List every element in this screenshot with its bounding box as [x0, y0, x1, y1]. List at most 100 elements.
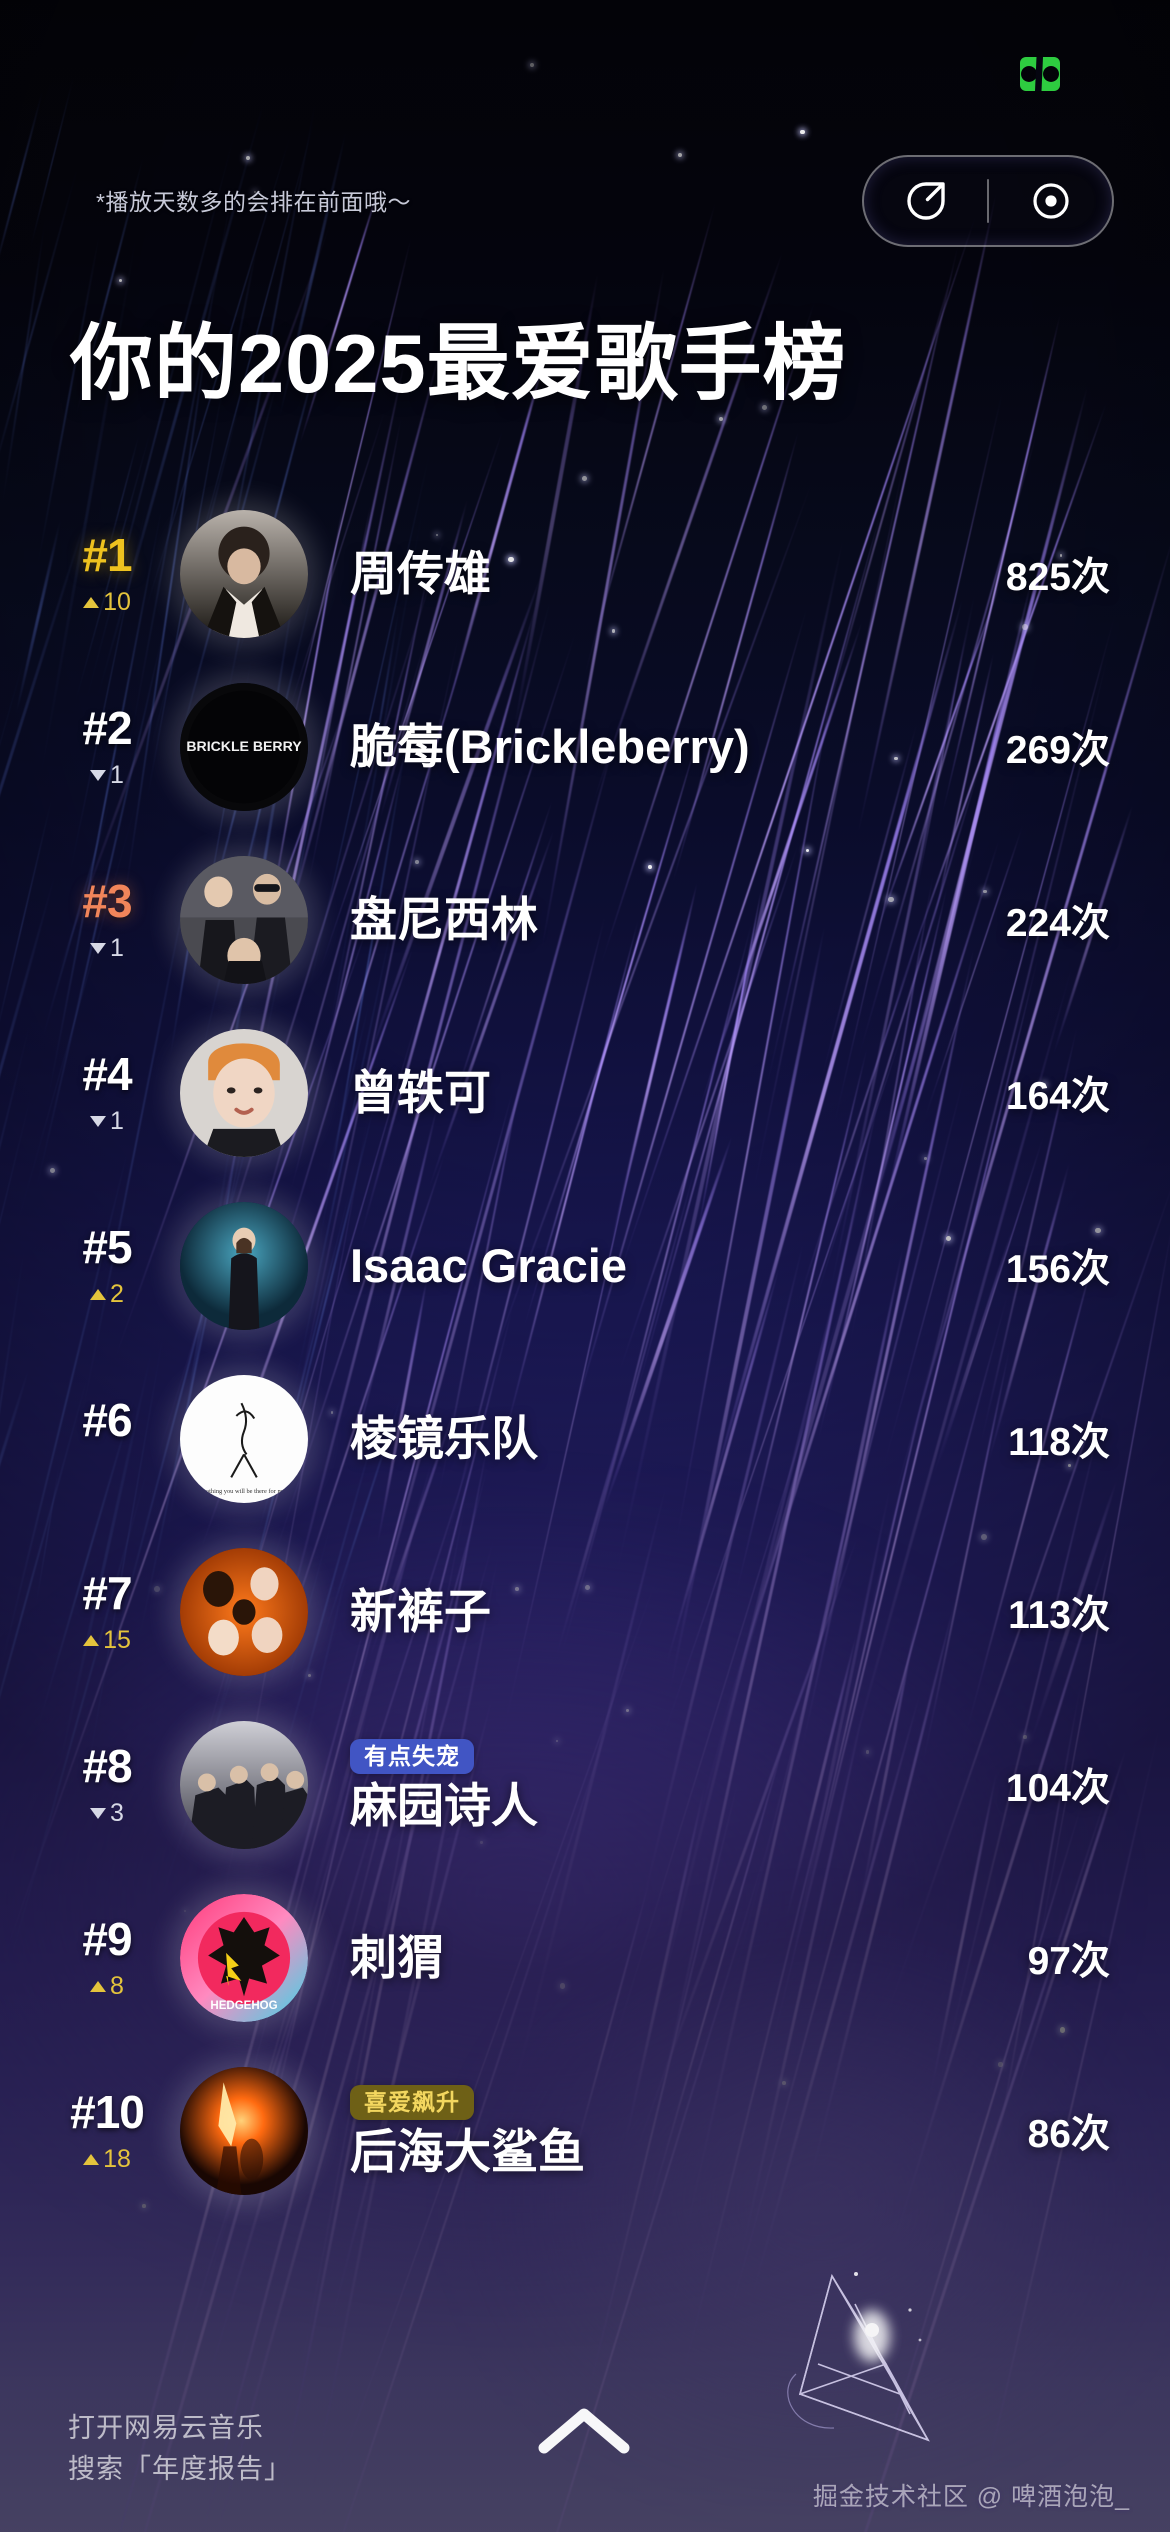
avatar[interactable] — [180, 2066, 308, 2195]
avatar[interactable]: BRICKLE BERRY — [180, 682, 308, 811]
avatar-mayuan-poet — [180, 1720, 308, 1849]
table-row[interactable]: #7 15 新裤子 113次 — [0, 1525, 1170, 1698]
avatar[interactable] — [180, 1028, 308, 1157]
table-row[interactable]: #10 18 喜爱飙升 后海大鲨鱼 86次 — [0, 2044, 1170, 2217]
rank-change-indicator: 15 — [83, 1627, 131, 1653]
rank-number: #8 — [82, 1740, 132, 1792]
rank-column: #5 2 — [48, 1224, 166, 1307]
record-dot-icon — [1032, 183, 1069, 219]
triangle-up-icon — [83, 2153, 100, 2165]
avatar-hedgehog: HEDGEHOG — [180, 1893, 308, 2022]
table-row[interactable]: #4 1 曾轶可 164次 — [0, 1006, 1170, 1179]
play-count: 269次 — [1005, 728, 1110, 772]
avatar[interactable] — [180, 1201, 308, 1330]
play-count: 104次 — [1005, 1766, 1110, 1810]
rank-number: #5 — [82, 1221, 132, 1273]
artist-name: 刺猬 — [350, 1930, 444, 1984]
rank-change-indicator: 18 — [83, 2146, 131, 2172]
rank-column: #8 3 — [48, 1743, 166, 1826]
artist-name: 脆莓(Brickleberry) — [350, 719, 750, 773]
rank-change-value: 10 — [103, 587, 131, 616]
avatar-prism-band: nothing you will be there for me — [180, 1374, 308, 1503]
chevron-up-icon[interactable] — [534, 2400, 634, 2462]
play-count: 97次 — [1027, 1939, 1110, 1983]
table-row[interactable]: #9 8 HEDGEHOG 刺猬 97次 — [0, 1871, 1170, 2044]
rank-number: #7 — [82, 1567, 132, 1619]
artist-name: 后海大鲨鱼 — [350, 2124, 585, 2178]
rank-change-indicator: 3 — [90, 1800, 124, 1826]
avatar-brickle-berry: BRICKLE BERRY — [180, 682, 308, 811]
avatar[interactable] — [180, 855, 308, 984]
svg-text:HEDGEHOG: HEDGEHOG — [210, 2000, 277, 2012]
play-count: 156次 — [1005, 1247, 1110, 1291]
triangle-down-icon — [90, 942, 107, 954]
play-count: 825次 — [1005, 555, 1110, 599]
share-arrow-icon — [906, 182, 945, 220]
record-button[interactable] — [989, 157, 1112, 245]
play-count: 118次 — [1008, 1420, 1110, 1464]
table-row[interactable]: #3 1 盘尼西林 224次 — [0, 833, 1170, 1006]
table-row[interactable]: #1 10 周传雄 825次 — [0, 487, 1170, 660]
artist-info: Isaac Gracie — [350, 1240, 960, 1290]
artist-info: 刺猬 — [350, 1930, 960, 1984]
table-row[interactable]: #2 1 BRICKLE BERRY 脆莓(Brickleberry) 269次 — [0, 660, 1170, 833]
footer-cta: 打开网易云音乐 搜索「年度报告」 — [68, 2408, 292, 2489]
rank-number: #2 — [82, 702, 132, 754]
svg-text:BRICKLE BERRY: BRICKLE BERRY — [186, 737, 302, 753]
artist-info: 脆莓(Brickleberry) — [350, 719, 960, 773]
artist-info: 盘尼西林 — [350, 894, 960, 944]
artist-ranking-list: #1 10 周传雄 825次 #2 1 BRICKLE BERRY 脆莓(Brickleber… — [0, 487, 1170, 2217]
avatar-zeng-yike — [180, 1028, 308, 1157]
artist-info: 新裤子 — [350, 1586, 960, 1636]
rank-change-value: 3 — [110, 1798, 124, 1827]
play-count: 164次 — [1005, 1074, 1110, 1118]
artist-info: 有点失宠 麻园诗人 — [350, 1738, 960, 1830]
artist-info: 曾轶可 — [350, 1065, 960, 1119]
rank-change-indicator: 1 — [90, 762, 124, 788]
crystal-star-icon — [760, 2244, 990, 2474]
rank-change-value: 18 — [103, 2144, 131, 2173]
status-badge: 喜爱飙升 — [350, 2084, 474, 2120]
rank-number: #3 — [82, 875, 132, 927]
artist-name: 曾轶可 — [350, 1065, 491, 1119]
avatar[interactable] — [180, 1547, 308, 1676]
artist-info: 喜爱飙升 后海大鲨鱼 — [350, 2084, 960, 2178]
wechat-icon[interactable] — [1016, 57, 1064, 91]
rank-column: #4 1 — [48, 1051, 166, 1134]
rank-change-value: 1 — [110, 1106, 124, 1135]
rank-change-indicator: 8 — [90, 1973, 124, 1999]
share-button[interactable] — [864, 157, 987, 245]
footer-cta-line1: 打开网易云音乐 — [68, 2413, 264, 2443]
artist-info: 周传雄 — [350, 548, 960, 598]
play-count: 86次 — [1027, 2112, 1110, 2156]
rank-column: #3 1 — [48, 878, 166, 961]
rank-column: #9 8 — [48, 1916, 166, 1999]
rank-number: #6 — [82, 1394, 132, 1446]
avatar[interactable] — [180, 1720, 308, 1849]
rank-change-value: 15 — [103, 1625, 131, 1654]
svg-text:nothing you will be there for: nothing you will be there for me — [203, 1487, 286, 1494]
rank-change-indicator: 1 — [90, 1108, 124, 1134]
action-pill — [862, 155, 1114, 247]
triangle-up-icon — [83, 1634, 100, 1646]
avatar[interactable]: HEDGEHOG — [180, 1893, 308, 2022]
table-row[interactable]: #6 nothing you will be there for me 棱镜乐队 11… — [0, 1352, 1170, 1525]
rank-number: #10 — [70, 2086, 145, 2138]
watermark: 掘金技术社区 @ 啤酒泡泡_ — [812, 2483, 1130, 2511]
avatar-penicillin — [180, 855, 308, 984]
table-row[interactable]: #5 2 Isaac Gracie 156次 — [0, 1179, 1170, 1352]
rank-column: #7 15 — [48, 1570, 166, 1653]
rank-column: #10 18 — [48, 2089, 166, 2172]
triangle-down-icon — [90, 1807, 107, 1819]
avatar[interactable]: nothing you will be there for me — [180, 1374, 308, 1503]
footer-cta-line2: 搜索「年度报告」 — [68, 2453, 292, 2484]
triangle-down-icon — [90, 769, 107, 781]
avatar[interactable] — [180, 509, 308, 638]
table-row[interactable]: #8 3 有点失宠 麻园诗人 104次 — [0, 1698, 1170, 1871]
rank-change-value: 1 — [110, 760, 124, 789]
rank-change-indicator: 10 — [83, 589, 131, 615]
rank-column: #2 1 — [48, 705, 166, 788]
rank-number: #1 — [82, 529, 132, 581]
rank-change-indicator: 1 — [90, 935, 124, 961]
